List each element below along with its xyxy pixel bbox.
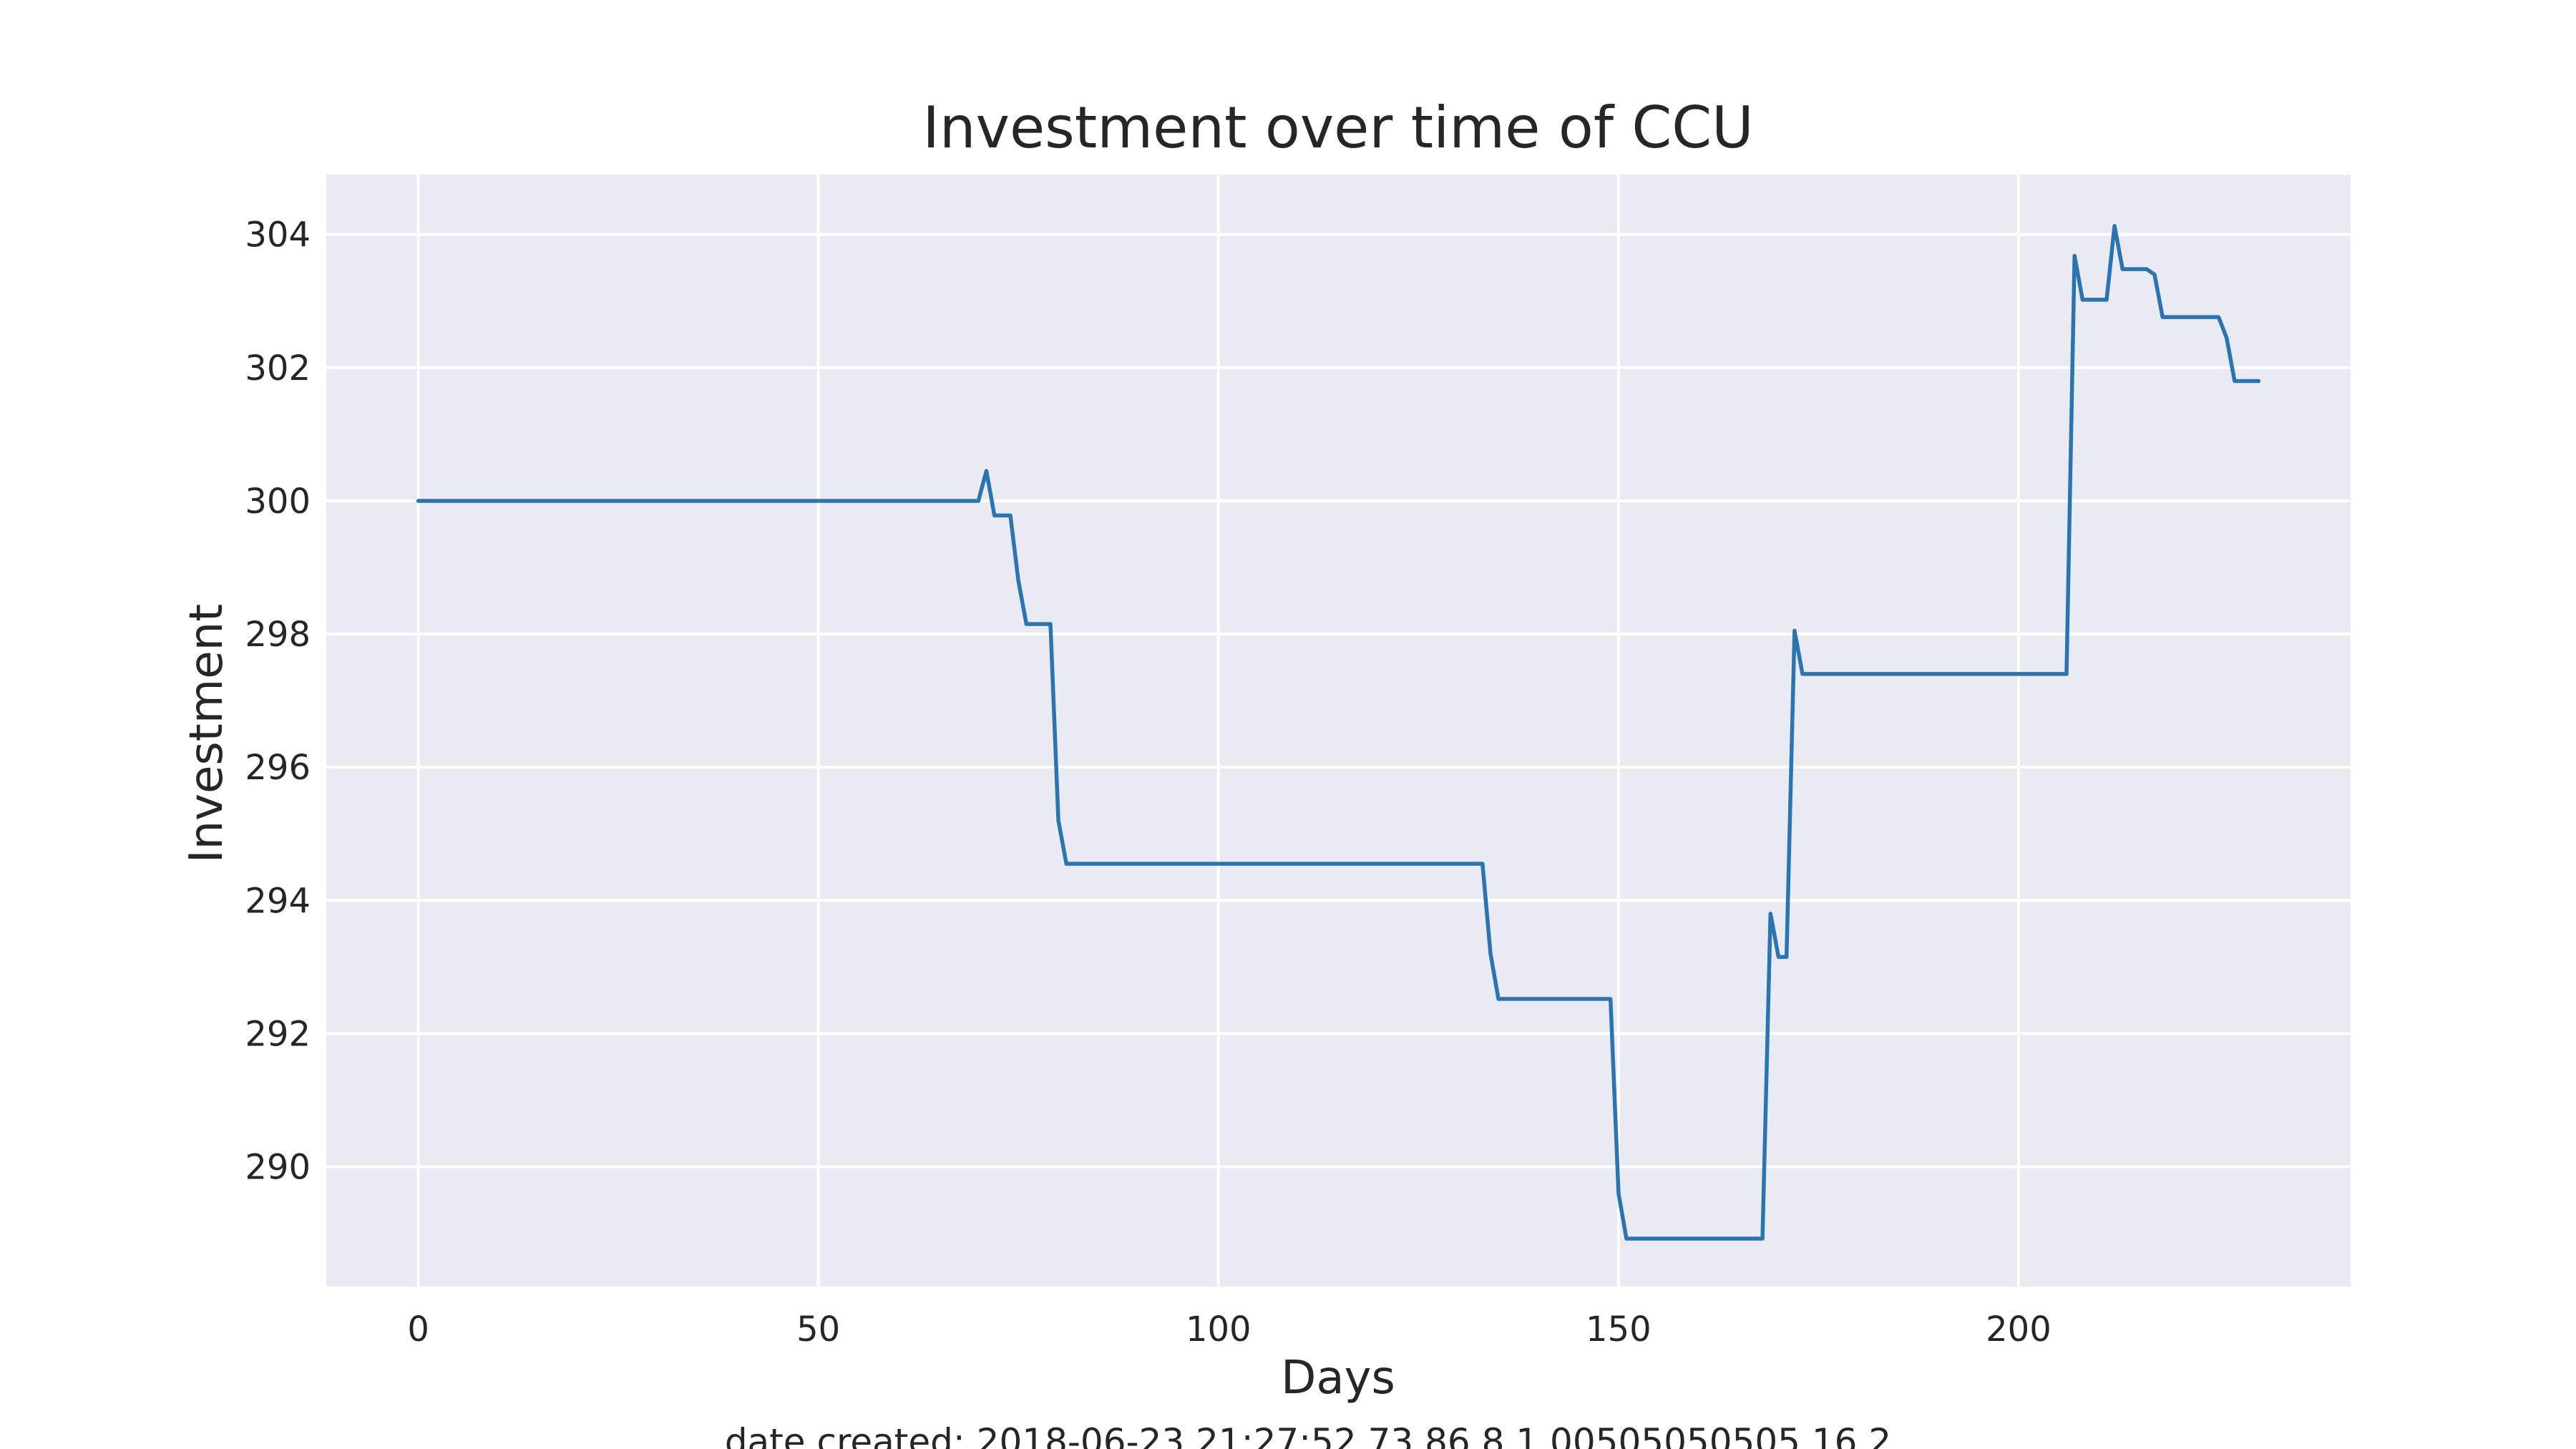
y-tick-label: 298 xyxy=(245,615,311,655)
y-tick-label: 290 xyxy=(245,1148,311,1188)
x-tick-label: 200 xyxy=(1986,1309,2051,1350)
y-tick-label: 300 xyxy=(245,482,311,522)
investment-line xyxy=(416,223,2261,1241)
y-tick-label: 304 xyxy=(245,215,311,255)
x-tick-label: 100 xyxy=(1186,1309,1252,1350)
y-tick-label: 296 xyxy=(245,748,311,788)
plot-area xyxy=(326,175,2351,1287)
y-tick-label: 294 xyxy=(245,881,311,921)
x-tick-label: 50 xyxy=(796,1309,840,1350)
grid xyxy=(326,175,2351,1287)
x-tick-labels: 0 50 100 150 200 xyxy=(407,1309,2051,1350)
y-axis-label: Investment xyxy=(180,604,233,864)
y-tick-label: 302 xyxy=(245,348,311,389)
y-tick-labels: 290 292 294 296 298 300 302 304 xyxy=(245,215,311,1188)
chart-title: Investment over time of CCU xyxy=(922,94,1753,161)
x-tick-label: 150 xyxy=(1586,1309,1652,1350)
x-tick-label: 0 xyxy=(407,1309,429,1350)
x-axis-label: Days xyxy=(1281,1352,1395,1405)
footer-date-created: date created: 2018-06-23 21:27:52 73 86 … xyxy=(725,1421,1891,1449)
y-tick-label: 292 xyxy=(245,1014,311,1054)
